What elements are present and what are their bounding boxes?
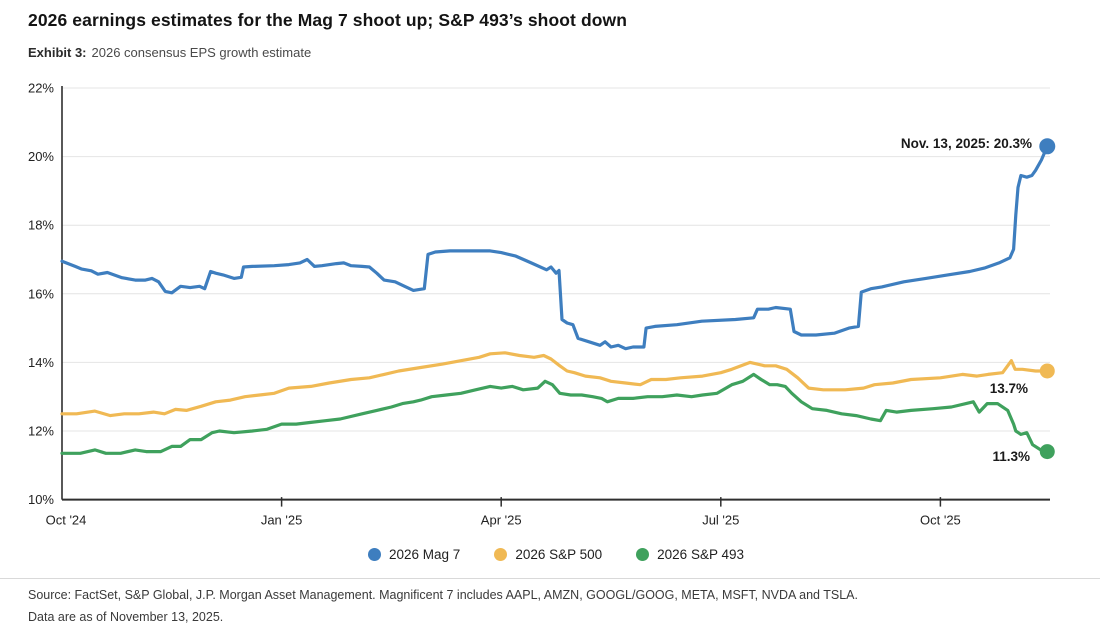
x-tick-label: Oct '24 <box>46 513 87 528</box>
source-line-2: Data are as of November 13, 2025. <box>28 610 224 624</box>
divider-line <box>0 578 1100 579</box>
x-tick-label: Oct '25 <box>920 513 961 528</box>
y-tick-label: 14% <box>28 355 54 370</box>
legend-item-sp500: 2026 S&P 500 <box>494 547 602 562</box>
chart-subtitle: Exhibit 3: 2026 consensus EPS growth esti… <box>28 45 311 60</box>
chart-title: 2026 earnings estimates for the Mag 7 sh… <box>28 10 628 30</box>
legend-dot-sp500-icon <box>494 548 508 561</box>
exhibit-label: Exhibit 3: <box>28 45 87 60</box>
annotation-mag7-latest: Nov. 13, 2025: 20.3% <box>900 136 1032 151</box>
series-line-1 <box>60 351 1049 418</box>
y-tick-label: 12% <box>28 424 54 439</box>
legend-item-sp493: 2026 S&P 493 <box>636 547 744 562</box>
source-line-1: Source: FactSet, S&P Global, J.P. Morgan… <box>28 588 858 602</box>
x-tick-label: Jul '25 <box>702 513 739 528</box>
eps-growth-line-chart: 22% 20% 18% 16% 14% 12% 10% Oct '24 Jan '25 Apr '… <box>28 81 1056 528</box>
legend-dot-mag7-icon <box>368 548 382 561</box>
subtitle-text: 2026 consensus EPS growth estimate <box>91 45 312 60</box>
annotation-sp500-latest: 13.7% <box>989 381 1028 396</box>
series-end-dot-1 <box>1039 363 1055 379</box>
y-tick-label: 18% <box>28 218 54 233</box>
legend-label-sp493: 2026 S&P 493 <box>657 547 744 562</box>
legend-label-sp500: 2026 S&P 500 <box>515 547 603 562</box>
y-tick-label: 10% <box>28 492 54 507</box>
y-tick-label: 16% <box>28 286 54 301</box>
series-line-2 <box>60 372 1049 455</box>
annotation-sp493-latest: 11.3% <box>992 449 1030 464</box>
x-tick-label: Apr '25 <box>481 513 522 528</box>
chart-legend: 2026 Mag 7 2026 S&P 500 2026 S&P 493 <box>62 547 1050 562</box>
y-tick-label: 22% <box>28 81 54 96</box>
legend-label-mag7: 2026 Mag 7 <box>389 547 461 562</box>
series-line-0 <box>60 144 1049 351</box>
x-tick-label: Jan '25 <box>261 513 303 528</box>
series-end-dot-2 <box>1039 444 1055 460</box>
series-end-dot-0 <box>1039 138 1056 155</box>
legend-item-mag7: 2026 Mag 7 <box>368 547 460 562</box>
y-tick-label: 20% <box>28 149 54 164</box>
legend-dot-sp493-icon <box>636 548 650 561</box>
